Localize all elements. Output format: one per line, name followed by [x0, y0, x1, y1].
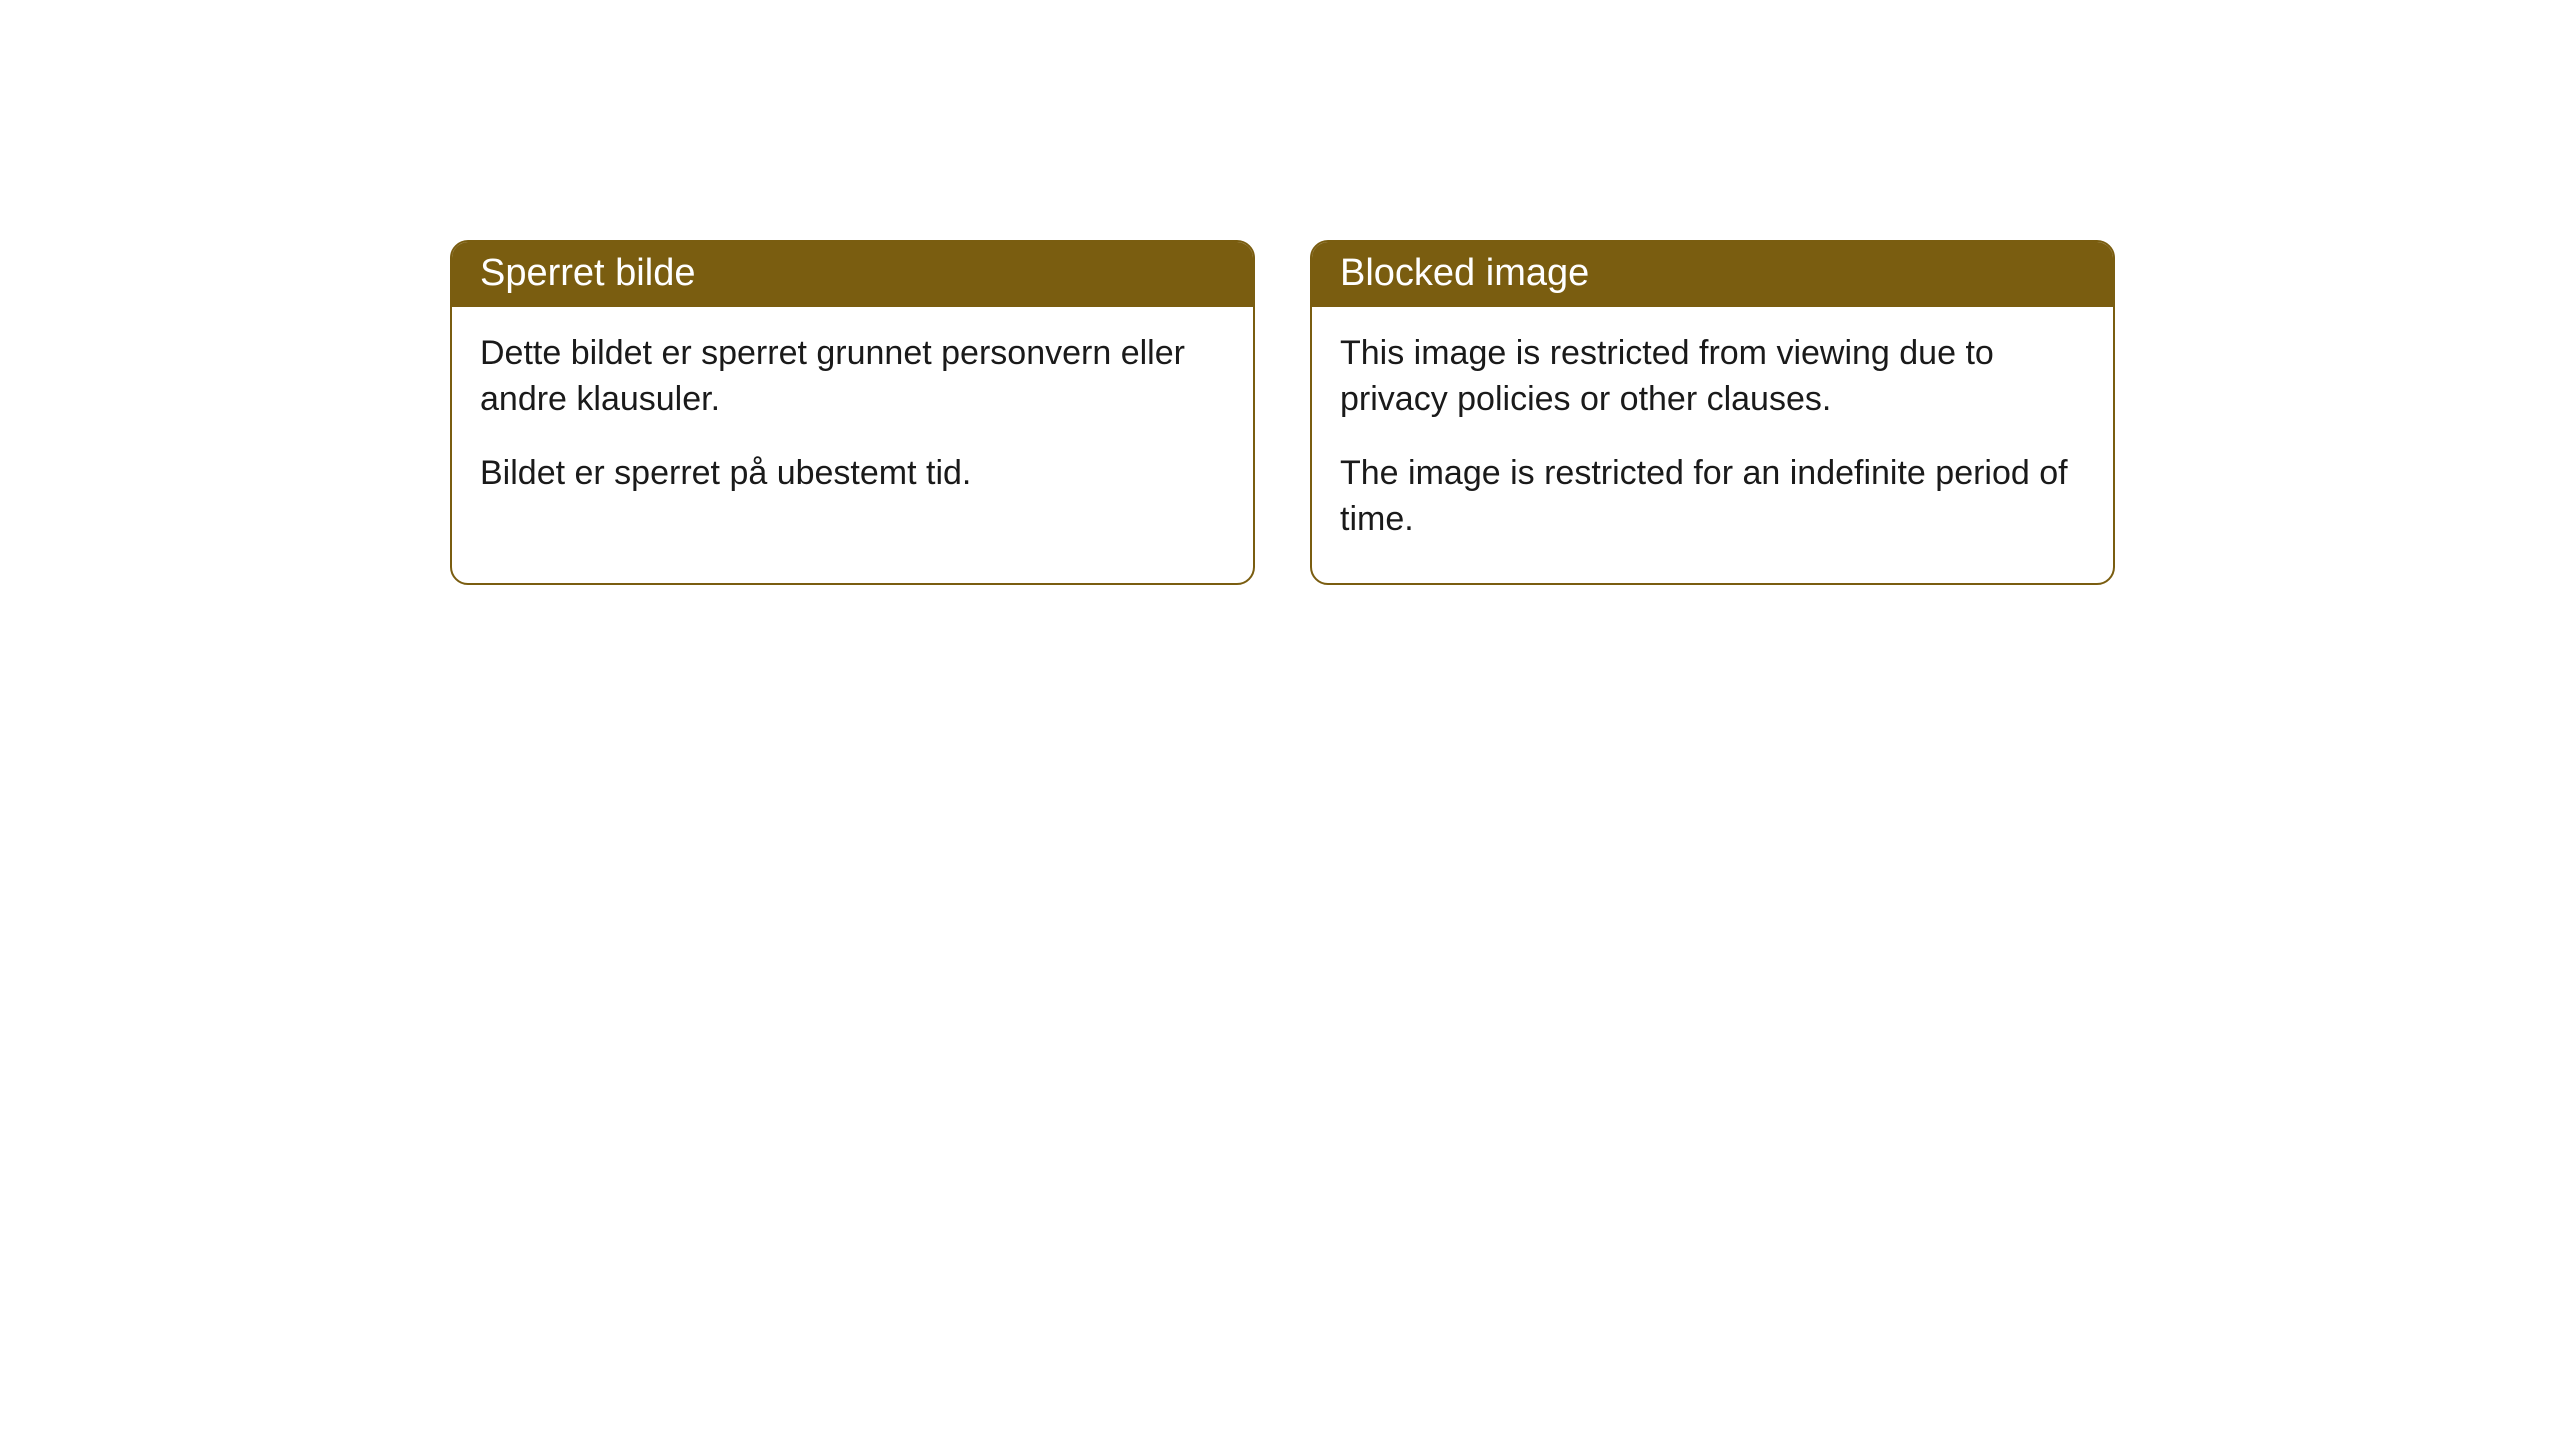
card-body: Dette bildet er sperret grunnet personve…: [452, 307, 1253, 537]
card-body: This image is restricted from viewing du…: [1312, 307, 2113, 583]
blocked-image-card-norwegian: Sperret bilde Dette bildet er sperret gr…: [450, 240, 1255, 585]
card-title: Blocked image: [1312, 242, 2113, 307]
card-paragraph-1: Dette bildet er sperret grunnet personve…: [480, 331, 1225, 423]
card-paragraph-2: The image is restricted for an indefinit…: [1340, 451, 2085, 543]
card-title: Sperret bilde: [452, 242, 1253, 307]
blocked-image-card-english: Blocked image This image is restricted f…: [1310, 240, 2115, 585]
notice-cards-container: Sperret bilde Dette bildet er sperret gr…: [0, 0, 2560, 585]
card-paragraph-1: This image is restricted from viewing du…: [1340, 331, 2085, 423]
card-paragraph-2: Bildet er sperret på ubestemt tid.: [480, 451, 1225, 497]
